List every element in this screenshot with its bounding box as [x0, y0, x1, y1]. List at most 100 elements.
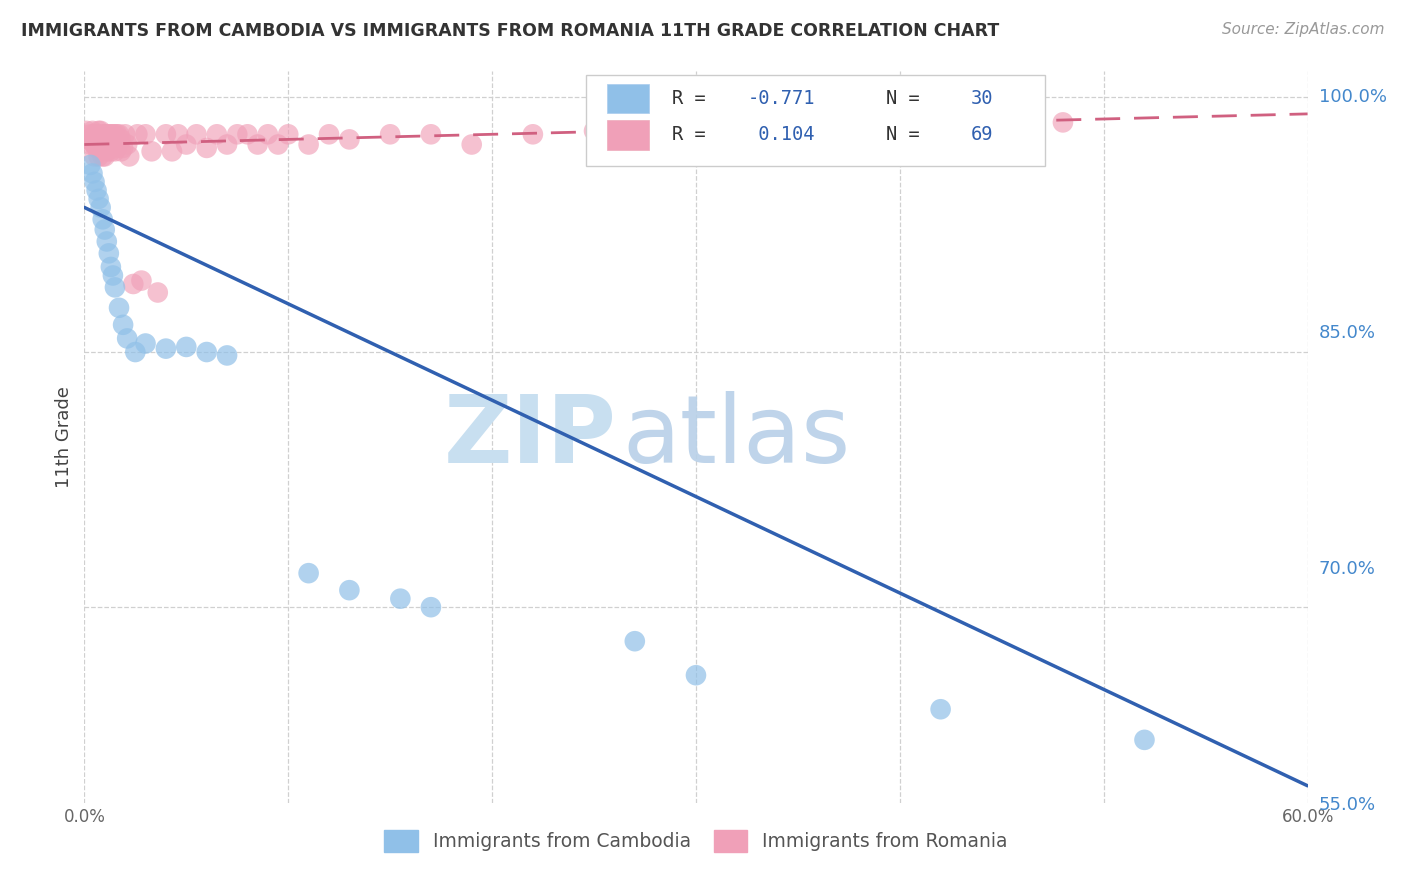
Point [146, 285, 169, 300]
Point [100, 260, 122, 274]
Point [389, 591, 412, 606]
Point [226, 128, 249, 142]
Point [104, 145, 127, 159]
Point [79, 158, 101, 172]
Point [420, 600, 443, 615]
Text: 30: 30 [972, 89, 994, 108]
Point [86, 128, 108, 142]
Point [174, 340, 197, 354]
Point [124, 345, 146, 359]
Point [97, 141, 120, 155]
Text: 0.104: 0.104 [748, 126, 815, 145]
Point [93, 149, 115, 163]
Point [246, 137, 269, 152]
Point [205, 128, 228, 142]
Point [90, 124, 112, 138]
Point [93, 128, 115, 142]
Point [685, 668, 707, 682]
Point [155, 342, 177, 356]
Point [108, 301, 131, 315]
Point [195, 141, 218, 155]
Point [82, 136, 104, 150]
Point [108, 128, 131, 142]
Point [298, 566, 321, 581]
Point [277, 128, 299, 142]
Point [97, 246, 120, 260]
Point [83, 137, 105, 152]
Point [91, 149, 114, 163]
Point [131, 274, 153, 288]
Point [141, 145, 163, 159]
Point [91, 212, 114, 227]
Point [522, 128, 544, 142]
Point [87, 192, 110, 206]
Point [83, 128, 105, 142]
Text: atlas: atlas [623, 391, 851, 483]
Point [100, 145, 122, 159]
Text: IMMIGRANTS FROM CAMBODIA VS IMMIGRANTS FROM ROMANIA 11TH GRADE CORRELATION CHART: IMMIGRANTS FROM CAMBODIA VS IMMIGRANTS F… [21, 22, 1000, 40]
Point [96, 145, 118, 159]
Point [83, 175, 105, 189]
Point [104, 128, 127, 142]
Text: R =: R = [672, 126, 717, 145]
Point [97, 128, 120, 142]
Point [318, 128, 340, 142]
FancyBboxPatch shape [586, 75, 1045, 167]
Point [380, 128, 402, 142]
Y-axis label: 11th Grade: 11th Grade [55, 386, 73, 488]
Point [79, 137, 101, 152]
Point [114, 128, 136, 142]
Point [87, 149, 110, 163]
Point [127, 128, 149, 142]
Point [87, 137, 110, 152]
Point [96, 235, 118, 249]
FancyBboxPatch shape [606, 84, 650, 113]
Point [339, 583, 361, 598]
Point [583, 124, 606, 138]
Point [100, 128, 122, 142]
Point [298, 137, 321, 152]
Point [135, 336, 157, 351]
Point [122, 277, 145, 291]
Point [77, 132, 100, 146]
Point [93, 137, 115, 152]
Point [90, 137, 112, 152]
Point [112, 318, 135, 332]
Point [236, 128, 259, 142]
Point [217, 348, 239, 362]
Text: 69: 69 [972, 126, 994, 145]
Text: ZIP: ZIP [443, 391, 616, 483]
Text: Source: ZipAtlas.com: Source: ZipAtlas.com [1222, 22, 1385, 37]
Point [339, 132, 361, 146]
Point [624, 634, 647, 648]
Point [186, 128, 208, 142]
Point [93, 222, 115, 236]
Point [96, 128, 118, 142]
Point [929, 702, 952, 716]
Point [110, 145, 132, 159]
Point [195, 345, 218, 359]
Point [105, 128, 128, 142]
Point [83, 149, 105, 163]
Point [787, 120, 810, 135]
Point [101, 128, 124, 142]
Point [160, 145, 183, 159]
Legend: Immigrants from Cambodia, Immigrants from Romania: Immigrants from Cambodia, Immigrants fro… [377, 822, 1015, 859]
Point [118, 149, 141, 163]
Point [155, 128, 177, 142]
Point [174, 137, 197, 152]
Point [90, 201, 112, 215]
Point [217, 137, 239, 152]
Point [91, 128, 114, 142]
Point [110, 132, 132, 146]
Point [87, 124, 110, 138]
Point [115, 137, 138, 152]
Point [267, 137, 290, 152]
Point [82, 166, 104, 180]
Point [105, 141, 128, 155]
Text: R =: R = [672, 89, 717, 108]
Point [79, 128, 101, 142]
FancyBboxPatch shape [606, 120, 650, 150]
Text: N =: N = [886, 89, 931, 108]
Text: -0.771: -0.771 [748, 89, 815, 108]
